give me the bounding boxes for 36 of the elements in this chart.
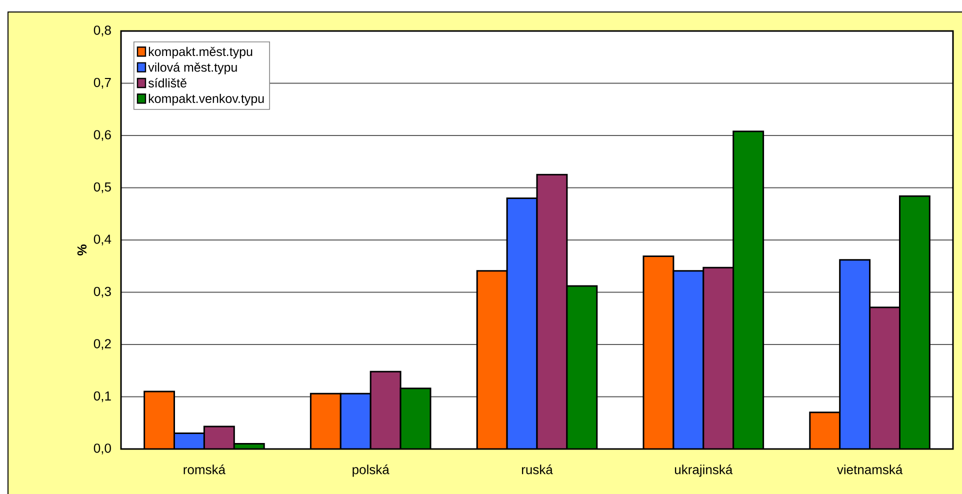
y-tick-label: 0,7 (94, 78, 111, 89)
y-tick-label: 0,4 (94, 234, 112, 246)
bar (536, 174, 568, 449)
bar (732, 130, 764, 449)
x-tick-label: polská (352, 464, 390, 477)
bar (566, 285, 598, 449)
bar (702, 266, 734, 449)
bar (400, 388, 432, 449)
bar (869, 306, 900, 449)
bar (476, 270, 508, 449)
bar (809, 412, 841, 449)
bar (144, 392, 174, 449)
bar (672, 270, 704, 449)
legend-label: sídliště (148, 78, 186, 88)
y-tick-label: 0,0 (94, 444, 111, 454)
bar (898, 195, 930, 449)
bar (370, 370, 402, 449)
y-tick-label: 0,2 (94, 339, 111, 350)
y-tick-label: 0,5 (94, 182, 111, 194)
y-tick-label: 0,1 (94, 391, 111, 402)
y-tick-label: 0,6 (94, 130, 111, 141)
y-tick-label: 0,3 (94, 286, 111, 298)
legend-label: vilová měst.typu (148, 62, 237, 74)
x-tick-label: ruská (522, 464, 553, 474)
bar (839, 259, 871, 449)
legend-label: kompakt.venkov.typu (148, 94, 264, 106)
bar (642, 255, 674, 449)
x-tick-label: vietnamská (836, 464, 903, 474)
x-tick-label: romská (184, 464, 226, 474)
x-tick-label: ukrajinská (674, 464, 733, 477)
y-axis-title: % (77, 244, 87, 256)
bar (340, 392, 372, 449)
legend-label: kompakt.měst.typu (148, 46, 252, 59)
bar (310, 392, 342, 449)
y-tick-label: 0,8 (94, 26, 111, 36)
bar (506, 197, 538, 449)
